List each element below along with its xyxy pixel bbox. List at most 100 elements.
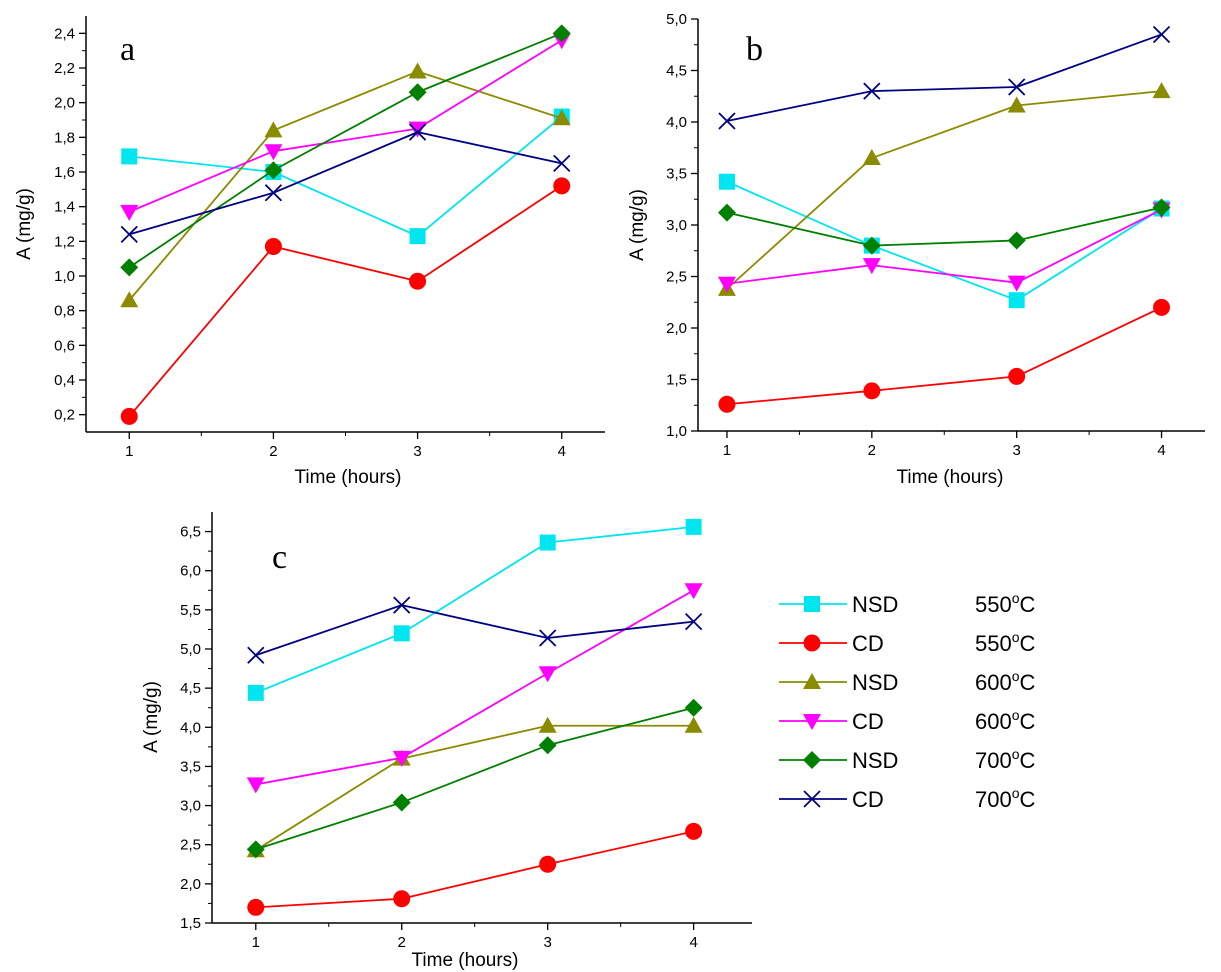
legend-temperature-label: 550oC (975, 590, 1036, 617)
y-tick-label: 2,0 (666, 320, 687, 337)
series-2 (718, 298, 1171, 413)
y-tick-label: 2,0 (54, 95, 75, 112)
data-point (553, 177, 571, 195)
data-point (684, 716, 703, 733)
data-point (392, 793, 411, 812)
legend-temperature-label: 600oC (975, 668, 1036, 695)
data-point (393, 625, 410, 642)
legend-marker (803, 790, 821, 808)
legend-temperature-label: 600oC (975, 707, 1036, 734)
data-point (538, 716, 557, 733)
data-point (1007, 275, 1026, 292)
y-tick-label: 2,5 (180, 837, 201, 854)
data-point (408, 121, 427, 138)
data-point (684, 698, 703, 717)
x-tick-label: 4 (1157, 442, 1165, 459)
data-point (717, 203, 736, 222)
y-tick-label: 1,4 (54, 199, 75, 216)
y-tick-label: 2,0 (180, 876, 201, 893)
data-point (247, 684, 264, 701)
y-tick-label: 3,5 (666, 166, 687, 183)
data-point (1152, 25, 1171, 44)
data-point (120, 291, 139, 308)
data-point (1152, 198, 1171, 217)
series-line (129, 115, 563, 238)
legend-item: CD 600oC (779, 707, 1036, 734)
series-6 (718, 25, 1171, 130)
series-2 (247, 822, 703, 916)
x-axis-title: Time (hours) (412, 950, 519, 971)
data-point (553, 154, 571, 172)
legend-item: NSD 700oC (779, 746, 1036, 773)
series-line (255, 604, 694, 657)
legend-series-label: NSD (852, 592, 898, 617)
data-point (392, 750, 411, 767)
series-line (255, 589, 695, 786)
data-point (409, 272, 427, 290)
series-6 (247, 596, 703, 664)
x-tick-label: 3 (413, 443, 421, 460)
series-1 (121, 108, 570, 245)
series-line (726, 306, 1162, 406)
series-line (255, 830, 694, 909)
data-point (120, 225, 138, 244)
y-tick-label: 4,0 (180, 719, 201, 736)
series-3 (717, 82, 1171, 296)
y-tick-label: 2,4 (54, 25, 75, 42)
y-tick-label: 6,5 (180, 524, 201, 541)
series-line (726, 180, 1163, 302)
data-point (1008, 78, 1026, 96)
x-tick-label: 1 (723, 442, 731, 459)
data-point (246, 840, 265, 859)
y-tick-label: 1,0 (666, 423, 687, 440)
series-line (726, 206, 1162, 247)
y-tick-label: 3,5 (180, 758, 201, 775)
series-line (726, 33, 1162, 122)
data-point (552, 109, 571, 126)
legend-marker (803, 714, 821, 730)
legend-item: CD 550oC (779, 629, 1036, 656)
y-tick-label: 1,0 (54, 268, 75, 285)
series-3 (120, 62, 571, 308)
data-point (538, 736, 557, 755)
data-point (1152, 82, 1171, 99)
legend-series-label: NSD (852, 748, 898, 773)
data-point (1007, 96, 1026, 113)
data-point (408, 62, 427, 79)
data-point (247, 646, 265, 664)
data-point (408, 123, 427, 141)
series-1 (247, 518, 702, 701)
x-tick-label: 4 (558, 443, 566, 460)
series-line (129, 131, 562, 236)
y-tick-label: 0,6 (54, 337, 75, 354)
data-point (718, 112, 736, 130)
x-tick-label: 1 (252, 934, 260, 951)
data-point (1008, 292, 1025, 309)
series-4 (246, 583, 703, 794)
x-axis-title: Time (hours) (897, 467, 1004, 488)
y-tick-label: 1,6 (54, 164, 75, 181)
y-tick-label: 4,0 (666, 114, 687, 131)
legend-series-label: CD (852, 709, 884, 734)
series-line (726, 208, 1162, 285)
legend-temperature-label: 550oC (975, 629, 1036, 656)
data-point (718, 395, 736, 413)
y-tick-label: 2,2 (54, 60, 75, 77)
series-1 (718, 173, 1170, 309)
legend-series-label: CD (852, 631, 884, 656)
legend-item: NSD 550oC (779, 590, 1036, 617)
series-3 (246, 716, 703, 858)
y-tick-label: 2,5 (666, 269, 687, 286)
series-5 (246, 698, 703, 859)
data-point (246, 777, 265, 794)
data-point (538, 666, 557, 683)
legend-series-label: CD (852, 787, 884, 812)
data-point (685, 822, 703, 840)
x-tick-label: 3 (1013, 442, 1021, 459)
y-tick-label: 5,0 (180, 641, 201, 658)
data-point (264, 121, 283, 138)
y-tick-label: 0,2 (54, 407, 75, 424)
data-point (121, 148, 138, 165)
data-point (264, 238, 282, 256)
series-line (726, 90, 1162, 290)
